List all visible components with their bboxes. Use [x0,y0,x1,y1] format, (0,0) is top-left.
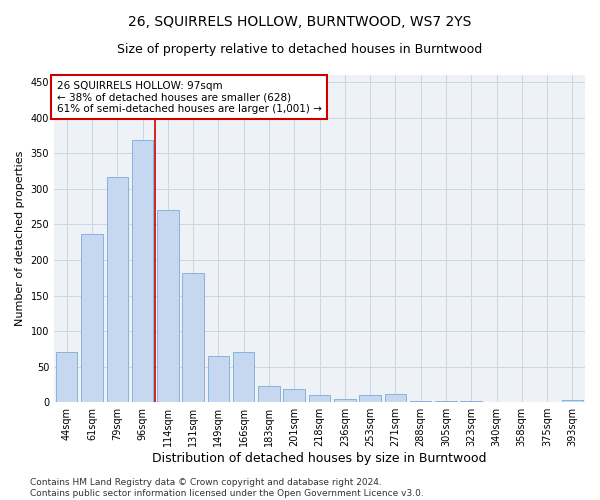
Y-axis label: Number of detached properties: Number of detached properties [15,151,25,326]
X-axis label: Distribution of detached houses by size in Burntwood: Distribution of detached houses by size … [152,452,487,465]
Bar [208,356,229,402]
Bar [107,176,128,402]
Text: Contains HM Land Registry data © Crown copyright and database right 2024.
Contai: Contains HM Land Registry data © Crown c… [30,478,424,498]
Bar [258,386,280,402]
Bar [233,352,254,402]
Bar [283,388,305,402]
Text: 26, SQUIRRELS HOLLOW, BURNTWOOD, WS7 2YS: 26, SQUIRRELS HOLLOW, BURNTWOOD, WS7 2YS [128,15,472,29]
Bar [309,395,330,402]
Bar [385,394,406,402]
Text: 26 SQUIRRELS HOLLOW: 97sqm
← 38% of detached houses are smaller (628)
61% of sem: 26 SQUIRRELS HOLLOW: 97sqm ← 38% of deta… [56,80,322,114]
Bar [81,234,103,402]
Bar [334,398,356,402]
Bar [562,400,583,402]
Bar [56,352,77,402]
Bar [157,210,179,402]
Text: Size of property relative to detached houses in Burntwood: Size of property relative to detached ho… [118,42,482,56]
Bar [182,272,204,402]
Bar [132,140,153,402]
Bar [359,395,381,402]
